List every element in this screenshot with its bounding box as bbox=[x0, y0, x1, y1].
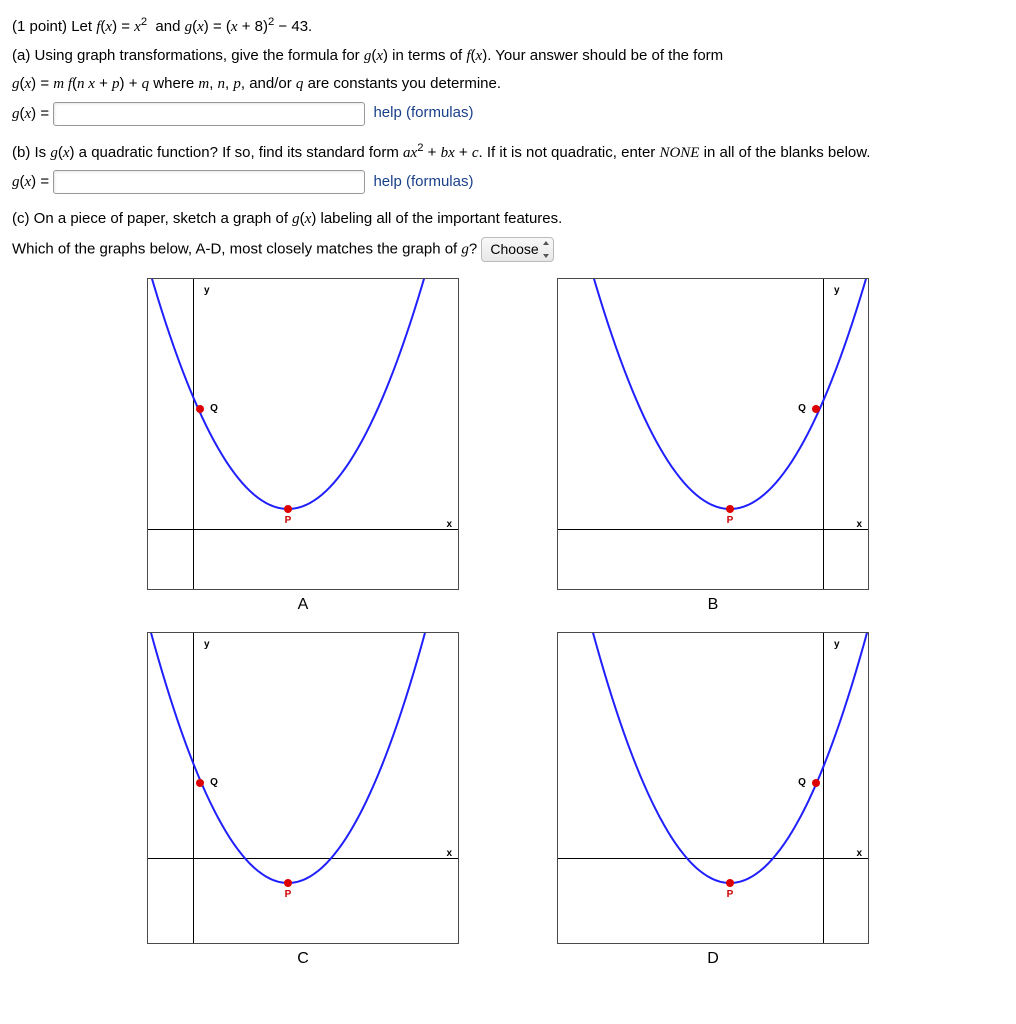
choose-select[interactable]: Choose bbox=[481, 237, 553, 262]
graph-A-label: A bbox=[128, 596, 478, 614]
part-a-answer-row: g(x) = help (formulas) bbox=[12, 102, 1004, 126]
problem-statement: (1 point) Let f(x) = x2 and g(x) = (x + … bbox=[12, 14, 1004, 262]
graph-C: yxPQ bbox=[147, 632, 459, 944]
graph-C-cell: yxPQ C bbox=[128, 632, 478, 968]
graph-D: yxPQ bbox=[557, 632, 869, 944]
part-a-help-link[interactable]: help (formulas) bbox=[373, 104, 473, 121]
graph-B-label: B bbox=[538, 596, 888, 614]
part-b-prompt: (b) Is g(x) a quadratic function? If so,… bbox=[12, 140, 1004, 165]
graph-D-cell: yxPQ D bbox=[538, 632, 888, 968]
graph-A-cell: yxPQ A bbox=[128, 278, 478, 614]
graph-C-label: C bbox=[128, 950, 478, 968]
graph-A: yxPQ bbox=[147, 278, 459, 590]
graph-B: yxPQ bbox=[557, 278, 869, 590]
points: (1 point) bbox=[12, 18, 67, 35]
part-a-input[interactable] bbox=[53, 102, 365, 126]
part-c-prompt1: (c) On a piece of paper, sketch a graph … bbox=[12, 208, 1004, 231]
graph-D-label: D bbox=[538, 950, 888, 968]
part-b-answer-row: g(x) = help (formulas) bbox=[12, 170, 1004, 194]
part-b-help-link[interactable]: help (formulas) bbox=[373, 173, 473, 190]
part-a-prompt2: g(x) = m f(n x + p) + q where m, n, p, a… bbox=[12, 73, 1004, 96]
part-c-prompt2: Which of the graphs below, A-D, most clo… bbox=[12, 237, 1004, 262]
part-b-input[interactable] bbox=[53, 170, 365, 194]
header-line: (1 point) Let f(x) = x2 and g(x) = (x + … bbox=[12, 14, 1004, 39]
graph-B-cell: yxPQ B bbox=[538, 278, 888, 614]
part-a-prompt1: (a) Using graph transformations, give th… bbox=[12, 45, 1004, 68]
graphs-grid: yxPQ A yxPQ B yxPQ C yxPQ D bbox=[128, 278, 888, 968]
